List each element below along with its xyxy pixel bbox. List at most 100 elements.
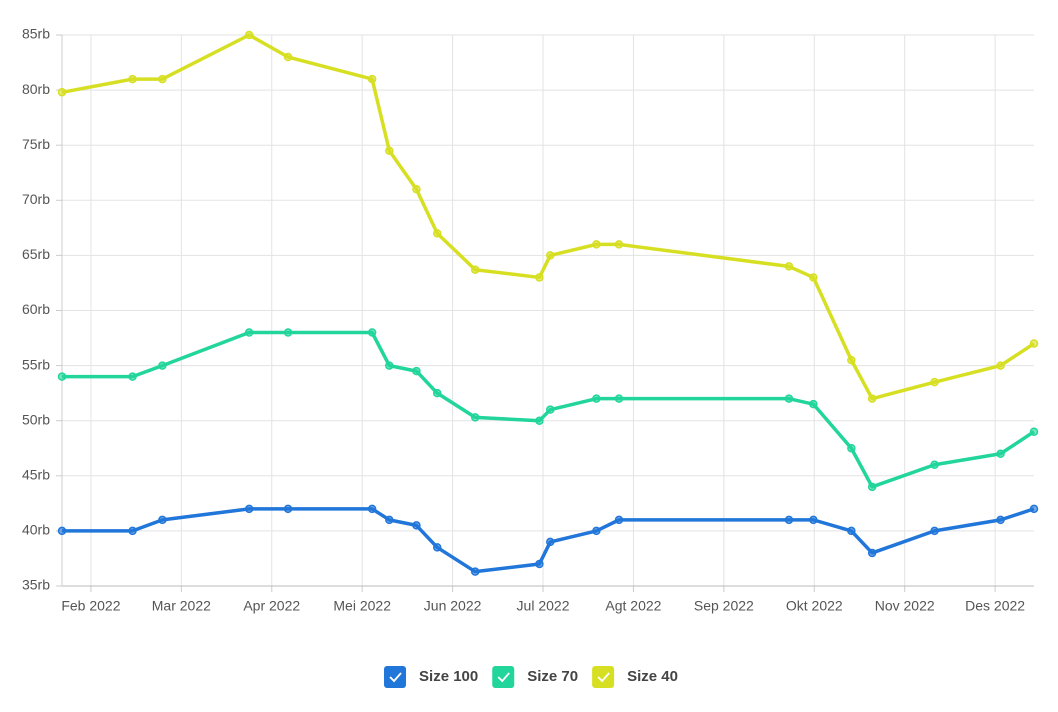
legend-item[interactable]: Size 100 [384,666,478,688]
data-point [432,229,442,238]
data-point [385,361,394,370]
y-tick-label: 35rb [22,577,50,593]
data-point [930,377,939,387]
data-point [367,74,377,84]
x-tick-label: Jul 2022 [517,598,570,614]
data-point [996,361,1005,370]
data-point [847,526,856,536]
data-point [412,185,421,194]
data-point [1029,339,1039,348]
legend-item[interactable]: Size 40 [592,666,678,688]
data-point [614,240,624,249]
data-point [128,74,137,84]
legend-swatch [492,666,515,688]
data-point [784,394,794,403]
data-point [809,399,818,409]
data-point [470,265,480,274]
legend-swatch [592,666,615,688]
legend-label: Size 100 [419,668,478,685]
data-point [847,444,856,453]
data-point [535,416,544,425]
data-point [244,328,254,337]
data-point [592,240,601,249]
y-tick-label: 45rb [22,467,50,483]
x-tick-label: Mei 2022 [333,598,391,614]
data-point [535,559,544,569]
legend-swatch [384,666,407,688]
data-point [367,504,377,514]
y-tick-label: 40rb [22,522,50,538]
y-tick-label: 75rb [22,136,50,152]
data-point [412,521,421,530]
y-tick-label: 60rb [22,301,50,317]
data-point [432,388,442,398]
data-point [592,526,601,536]
data-point [367,328,377,337]
data-point [614,394,624,403]
x-tick-label: Okt 2022 [786,598,843,614]
y-tick-label: 50rb [22,411,50,427]
data-point [128,526,137,536]
data-point [930,526,939,536]
data-point [1029,427,1039,436]
data-point [867,548,877,558]
data-point [158,515,167,525]
data-point [283,52,293,62]
data-point [1029,504,1039,514]
data-point [432,543,442,552]
x-tick-label: Jun 2022 [424,598,482,614]
x-tick-label: Feb 2022 [61,598,120,614]
data-point [385,515,394,525]
data-point [592,394,601,403]
legend-check [597,672,610,683]
data-point [57,88,67,97]
data-point [385,146,394,155]
data-point [535,273,544,282]
data-point [996,515,1005,525]
data-point [470,413,480,422]
data-point [412,366,421,376]
data-point [996,449,1005,459]
data-point [128,372,137,381]
legend: Size 100 Size 70 Size 40 [384,666,678,688]
y-tick-label: 65rb [22,246,50,262]
data-point [470,567,480,576]
data-point [158,74,167,84]
series-line [61,33,1035,401]
data-point [158,361,167,370]
data-point [930,460,939,470]
data-point [809,515,818,525]
legend-check [497,672,510,683]
x-tick-label: Des 2022 [965,598,1025,614]
data-point [847,355,856,365]
data-point [57,526,67,536]
legend-label: Size 70 [527,668,578,685]
data-point [867,394,877,403]
y-tick-label: 85rb [22,26,50,42]
y-tick-label: 70rb [22,191,50,207]
x-tick-label: Mar 2022 [152,598,211,614]
data-point [244,30,254,40]
data-point [283,504,293,514]
data-point [614,515,624,525]
data-point [57,372,67,381]
legend-item[interactable]: Size 70 [492,666,578,688]
data-point [784,515,794,525]
data-point [546,537,555,547]
data-point [546,251,555,260]
data-point [784,262,794,271]
legend-check [389,672,402,683]
data-point [809,273,818,282]
y-tick-label: 80rb [22,81,50,97]
data-point [867,482,877,492]
data-point [283,328,293,337]
data-point [244,504,254,514]
x-tick-label: Agt 2022 [605,598,661,614]
x-tick-label: Sep 2022 [694,598,754,614]
x-tick-label: Apr 2022 [243,598,300,614]
legend-label: Size 40 [627,668,678,685]
data-point [546,405,555,414]
y-tick-label: 55rb [22,356,50,372]
